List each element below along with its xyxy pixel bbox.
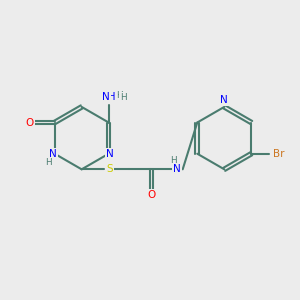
Text: H: H xyxy=(120,93,127,102)
Text: N: N xyxy=(220,95,228,105)
Text: H: H xyxy=(170,157,177,166)
Text: O: O xyxy=(26,118,34,128)
Text: N: N xyxy=(106,149,114,159)
Text: NH₂: NH₂ xyxy=(100,92,120,102)
Text: Br: Br xyxy=(273,149,284,159)
Text: S: S xyxy=(106,164,112,174)
Text: O: O xyxy=(147,190,156,200)
Text: N: N xyxy=(173,164,181,174)
Text: H: H xyxy=(116,91,122,100)
Text: N: N xyxy=(49,149,57,159)
Text: N: N xyxy=(102,92,110,102)
Text: H: H xyxy=(45,158,51,166)
